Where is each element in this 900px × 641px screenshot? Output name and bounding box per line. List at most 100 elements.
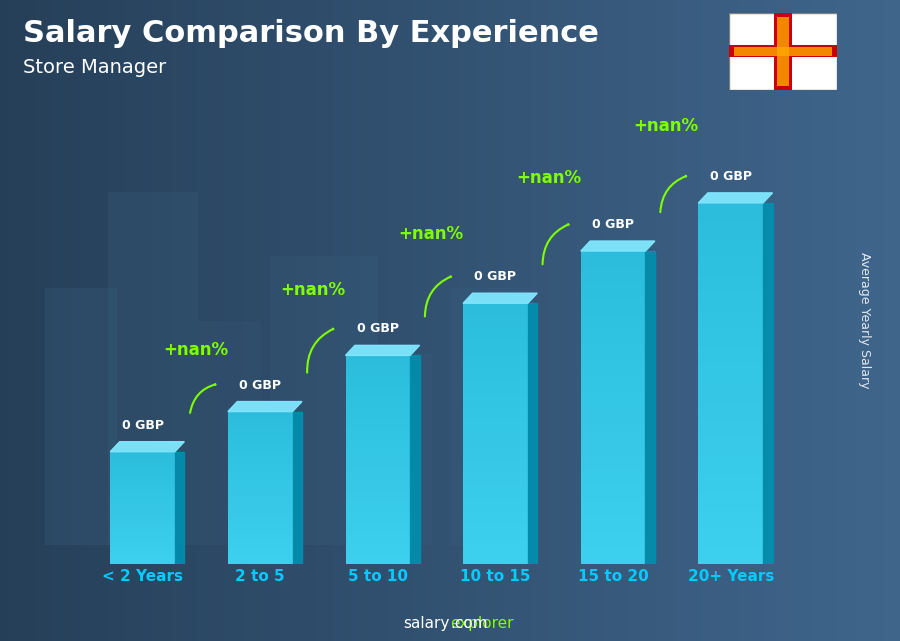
FancyBboxPatch shape [346,533,410,543]
FancyBboxPatch shape [580,313,645,329]
FancyBboxPatch shape [346,481,410,491]
Bar [108,192,198,545]
FancyBboxPatch shape [464,369,527,381]
FancyBboxPatch shape [698,383,763,401]
Text: 0 GBP: 0 GBP [239,379,281,392]
FancyArrowPatch shape [543,224,569,264]
FancyBboxPatch shape [346,387,410,397]
Bar [450,288,531,545]
FancyBboxPatch shape [110,519,175,525]
FancyBboxPatch shape [110,547,175,553]
FancyBboxPatch shape [228,412,292,419]
FancyBboxPatch shape [228,427,292,435]
FancyBboxPatch shape [110,452,175,457]
FancyBboxPatch shape [110,480,175,485]
FancyBboxPatch shape [346,408,410,418]
FancyBboxPatch shape [698,221,763,239]
Polygon shape [527,303,537,564]
FancyBboxPatch shape [346,418,410,428]
FancyArrowPatch shape [307,329,333,372]
Text: +nan%: +nan% [281,281,346,299]
FancyBboxPatch shape [346,512,410,522]
Bar [270,256,378,545]
FancyBboxPatch shape [110,457,175,463]
FancyBboxPatch shape [698,312,763,329]
FancyBboxPatch shape [464,342,527,355]
FancyBboxPatch shape [464,316,527,329]
FancyBboxPatch shape [464,551,527,564]
FancyBboxPatch shape [698,329,763,347]
FancyBboxPatch shape [110,536,175,542]
Text: 0 GBP: 0 GBP [710,170,752,183]
FancyBboxPatch shape [698,401,763,420]
Bar [378,353,432,545]
FancyBboxPatch shape [228,533,292,541]
FancyBboxPatch shape [464,460,527,473]
FancyBboxPatch shape [580,517,645,533]
FancyBboxPatch shape [464,381,527,394]
FancyBboxPatch shape [110,530,175,536]
FancyBboxPatch shape [228,457,292,465]
Text: salary: salary [403,616,450,631]
FancyBboxPatch shape [346,460,410,470]
FancyBboxPatch shape [228,465,292,472]
FancyBboxPatch shape [698,293,763,312]
FancyBboxPatch shape [580,439,645,454]
FancyBboxPatch shape [464,355,527,369]
FancyBboxPatch shape [228,503,292,511]
Polygon shape [464,293,537,303]
FancyBboxPatch shape [346,439,410,449]
Polygon shape [228,401,302,412]
FancyBboxPatch shape [580,423,645,439]
Text: +nan%: +nan% [398,225,464,243]
FancyBboxPatch shape [346,470,410,481]
FancyBboxPatch shape [346,397,410,408]
FancyBboxPatch shape [698,546,763,564]
FancyBboxPatch shape [228,472,292,480]
FancyBboxPatch shape [110,463,175,469]
Polygon shape [410,355,419,564]
FancyBboxPatch shape [228,526,292,533]
FancyBboxPatch shape [698,474,763,492]
Bar [774,13,792,90]
FancyBboxPatch shape [110,485,175,491]
FancyBboxPatch shape [110,542,175,547]
FancyBboxPatch shape [698,275,763,293]
FancyBboxPatch shape [580,470,645,486]
FancyBboxPatch shape [580,454,645,470]
FancyBboxPatch shape [346,449,410,460]
FancyBboxPatch shape [464,499,527,512]
FancyArrowPatch shape [661,176,686,212]
FancyBboxPatch shape [698,239,763,257]
Polygon shape [698,193,772,203]
FancyBboxPatch shape [110,491,175,497]
FancyBboxPatch shape [464,408,527,420]
FancyBboxPatch shape [464,512,527,525]
FancyBboxPatch shape [698,203,763,221]
Text: Store Manager: Store Manager [23,58,166,77]
Text: 0 GBP: 0 GBP [592,218,634,231]
FancyBboxPatch shape [698,365,763,383]
FancyBboxPatch shape [346,376,410,387]
FancyBboxPatch shape [228,419,292,427]
FancyBboxPatch shape [464,434,527,447]
FancyBboxPatch shape [580,345,645,361]
FancyBboxPatch shape [698,438,763,456]
FancyBboxPatch shape [580,298,645,313]
Text: 0 GBP: 0 GBP [122,419,164,431]
FancyBboxPatch shape [228,549,292,556]
FancyBboxPatch shape [228,556,292,564]
FancyBboxPatch shape [228,450,292,457]
FancyArrowPatch shape [425,276,451,317]
FancyBboxPatch shape [110,469,175,474]
FancyBboxPatch shape [110,474,175,480]
FancyBboxPatch shape [228,435,292,442]
FancyBboxPatch shape [464,486,527,499]
FancyBboxPatch shape [228,495,292,503]
Text: +nan%: +nan% [163,342,228,360]
FancyBboxPatch shape [580,501,645,517]
FancyBboxPatch shape [580,267,645,282]
Bar [198,320,261,545]
FancyBboxPatch shape [464,303,527,316]
FancyBboxPatch shape [698,257,763,275]
